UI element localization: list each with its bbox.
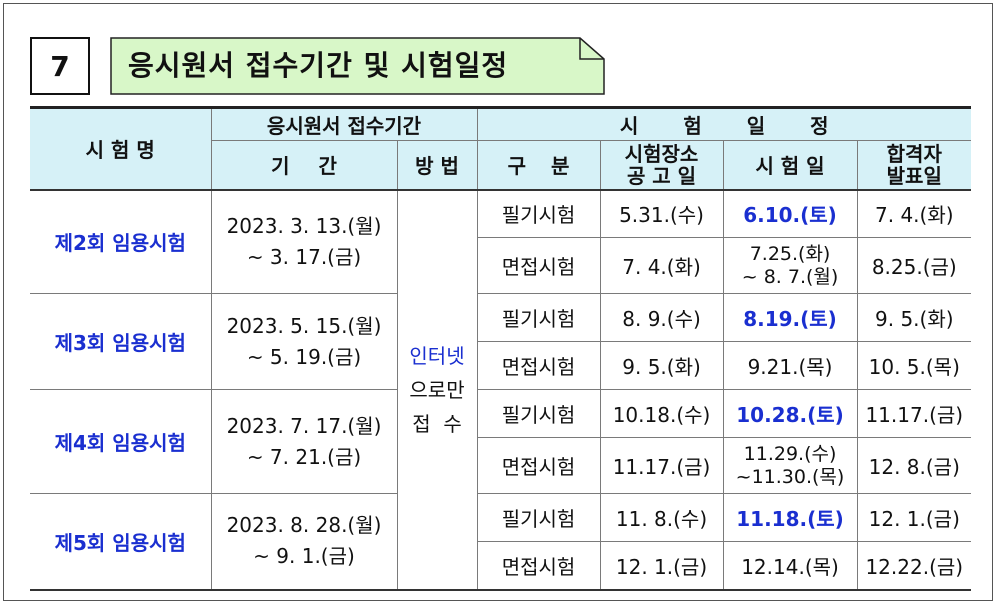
exam-name: 제3회 임용시험 xyxy=(30,293,212,390)
period-start: 2023. 8. 28.(월) xyxy=(226,513,382,538)
exam-date-end: ~ 8. 7.(월) xyxy=(741,265,839,288)
exam-name: 제2회 임용시험 xyxy=(30,189,212,294)
method-line1: 인터넷 xyxy=(409,343,465,368)
exam-date-start: 11.29.(수) xyxy=(743,442,837,465)
exam-date: 7.25.(화) ~ 8. 7.(월) xyxy=(722,237,858,294)
application-period: 2023. 8. 28.(월) ~ 9. 1.(금) xyxy=(210,493,398,590)
exam-date: 11.29.(수) ~11.30.(목) xyxy=(722,437,858,494)
period-start: 2023. 3. 13.(월) xyxy=(226,213,382,238)
venue-notice-date: 10.18.(수) xyxy=(599,389,724,438)
result-date: 10. 5.(목) xyxy=(856,341,972,390)
exam-date: 11.18.(토) xyxy=(722,493,858,542)
venue-notice-date: 7. 4.(화) xyxy=(599,237,724,294)
exam-date: 6.10.(토) xyxy=(722,189,858,238)
table-row: 면접시험 11.17.(금) 11.29.(수) ~11.30.(목) 12. … xyxy=(30,437,972,494)
result-date: 8.25.(금) xyxy=(856,237,972,294)
exam-date: 9.21.(목) xyxy=(722,341,858,390)
exam-type: 면접시험 xyxy=(477,541,601,590)
header-result-line1: 합격자 xyxy=(886,141,942,166)
exam-date: 12.14.(목) xyxy=(722,541,858,590)
venue-notice-date: 8. 9.(수) xyxy=(599,293,724,342)
result-date: 7. 4.(화) xyxy=(856,189,972,238)
exam-date: 8.19.(토) xyxy=(722,293,858,342)
exam-type: 필기시험 xyxy=(476,389,601,438)
header-result-date: 합격자 발표일 xyxy=(856,140,972,191)
venue-notice-date: 9. 5.(화) xyxy=(599,341,724,390)
application-period: 2023. 3. 13.(월) ~ 3. 17.(금) xyxy=(210,189,398,294)
header-exam-name: 시 험 명 xyxy=(30,107,212,191)
title-box-shape xyxy=(110,37,605,95)
exam-date-end: ~11.30.(목) xyxy=(735,465,845,488)
exam-name: 제5회 임용시험 xyxy=(30,493,212,590)
venue-notice-date: 12. 1.(금) xyxy=(599,541,724,590)
period-end: ~ 7. 21.(금) xyxy=(246,444,362,469)
venue-notice-date: 5.31.(수) xyxy=(599,189,724,238)
result-date: 12. 1.(금) xyxy=(856,493,972,542)
header-method: 방 법 xyxy=(396,140,478,191)
header-application-period: 응시원서 접수기간 xyxy=(210,107,478,141)
period-start: 2023. 7. 17.(월) xyxy=(226,413,382,438)
table-row: 제3회 임용시험 2023. 5. 15.(월) ~ 5. 19.(금) 필기시… xyxy=(30,293,972,390)
section-number: 7 xyxy=(30,37,90,95)
period-start: 2023. 5. 15.(월) xyxy=(226,313,382,338)
result-date: 11.17.(금) xyxy=(856,389,972,438)
exam-date-start: 7.25.(화) xyxy=(749,242,831,265)
table-row: 면접시험 12. 1.(금) 12.14.(목) 12.22.(금) xyxy=(30,541,972,590)
period-end: ~ 3. 17.(금) xyxy=(246,244,362,269)
application-period: 2023. 5. 15.(월) ~ 5. 19.(금) xyxy=(210,293,398,390)
table-row: 면접시험 7. 4.(화) 7.25.(화) ~ 8. 7.(월) 8.25.(… xyxy=(30,237,972,294)
venue-notice-date: 11.17.(금) xyxy=(599,437,724,494)
exam-type: 필기시험 xyxy=(476,189,601,238)
period-end: ~ 9. 1.(금) xyxy=(253,544,355,569)
exam-type: 면접시험 xyxy=(477,437,601,494)
table-row: 면접시험 9. 5.(화) 9.21.(목) 10. 5.(목) xyxy=(30,341,972,390)
section-title-box: 응시원서 접수기간 및 시험일정 xyxy=(110,37,605,95)
exam-type: 면접시험 xyxy=(477,237,601,294)
application-method: 인터넷 으로만 접 수 xyxy=(396,189,478,590)
result-date: 9. 5.(화) xyxy=(856,293,972,342)
exam-type: 필기시험 xyxy=(476,293,601,342)
table-row: 제5회 임용시험 2023. 8. 28.(월) ~ 9. 1.(금) 필기시험… xyxy=(30,493,972,590)
result-date: 12. 8.(금) xyxy=(856,437,972,494)
header-venue-notice-line2: 공 고 일 xyxy=(626,163,697,188)
header-type: 구 분 xyxy=(476,140,601,191)
header-exam-date: 시 험 일 xyxy=(722,140,858,191)
method-line2: 으로만 xyxy=(409,377,465,402)
period-end: ~ 5. 19.(금) xyxy=(246,344,362,369)
exam-name: 제4회 임용시험 xyxy=(30,389,212,494)
table-row: 제2회 임용시험 2023. 3. 13.(월) ~ 3. 17.(금) 인터넷… xyxy=(30,189,972,590)
header-venue-notice-line1: 시험장소 xyxy=(624,141,699,166)
section-title: 응시원서 접수기간 및 시험일정 xyxy=(128,49,509,82)
exam-type: 면접시험 xyxy=(477,341,601,390)
header-result-line2: 발표일 xyxy=(886,163,942,188)
exam-type: 필기시험 xyxy=(476,493,601,542)
exam-date: 10.28.(토) xyxy=(722,389,858,438)
exam-schedule-table: 시 험 명 응시원서 접수기간 시 험 일 정 기 간 방 법 구 분 시험장소… xyxy=(30,106,972,591)
header-exam-schedule: 시 험 일 정 xyxy=(476,107,972,141)
header-venue-notice: 시험장소 공 고 일 xyxy=(599,140,724,191)
result-date: 12.22.(금) xyxy=(856,541,972,590)
application-period: 2023. 7. 17.(월) ~ 7. 21.(금) xyxy=(210,389,398,494)
header-period: 기 간 xyxy=(211,140,398,191)
page-frame xyxy=(3,3,993,601)
table-row: 제4회 임용시험 2023. 7. 17.(월) ~ 7. 21.(금) 필기시… xyxy=(30,389,972,494)
method-line3: 접 수 xyxy=(412,411,462,436)
venue-notice-date: 11. 8.(수) xyxy=(599,493,724,542)
